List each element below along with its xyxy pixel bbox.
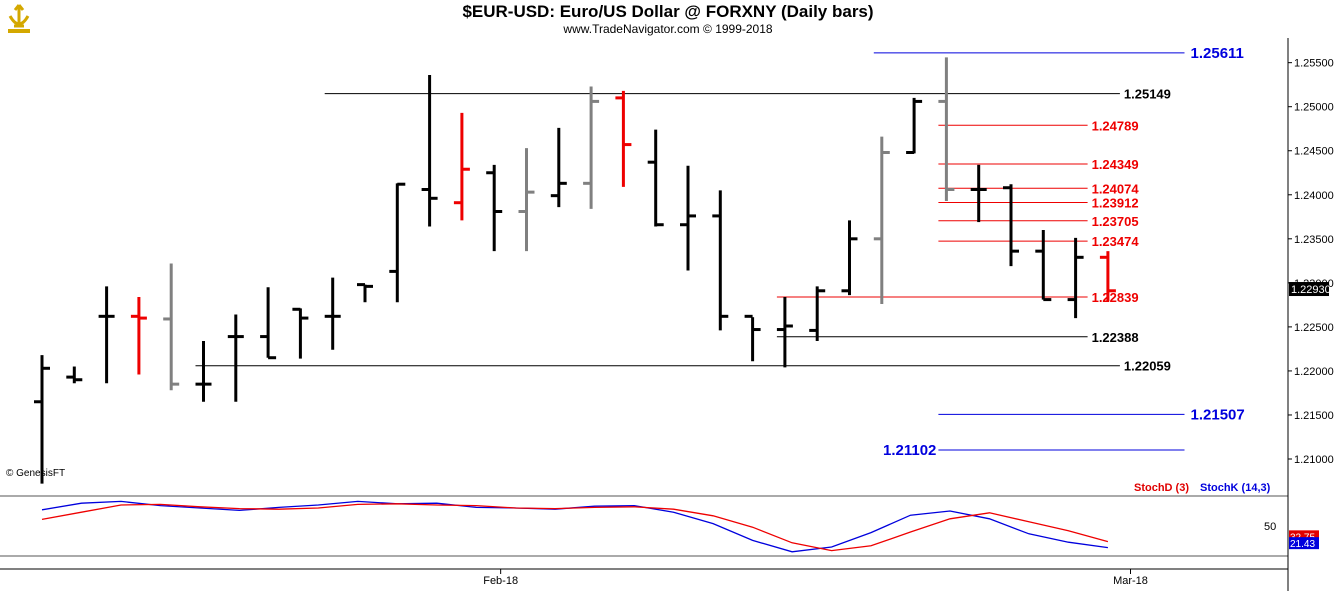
- stoch-tick-label: 50: [1264, 521, 1276, 533]
- chart-subtitle: www.TradeNavigator.com © 1999-2018: [563, 22, 773, 36]
- stoch-value-tag: [1289, 537, 1319, 550]
- level-label: 1.24074: [1092, 181, 1140, 196]
- y-tick-label: 1.22000: [1294, 366, 1334, 378]
- legend-stochk: StochK (14,3): [1200, 482, 1271, 494]
- level-label: 1.23912: [1092, 196, 1139, 211]
- y-tick-label: 1.23500: [1294, 234, 1334, 246]
- x-tick-label: Feb-18: [483, 575, 518, 587]
- y-tick-label: 1.22500: [1294, 322, 1334, 334]
- current-price-tag: [1289, 282, 1329, 297]
- legend-stochd: StochD (3): [1134, 482, 1189, 494]
- chart-header: $EUR-USD: Euro/US Dollar @ FORXNY (Daily…: [0, 0, 1336, 38]
- current-price-label: 1.22930: [1291, 284, 1331, 296]
- level-label: 1.24789: [1092, 118, 1139, 133]
- level-label: 1.22059: [1124, 359, 1171, 374]
- y-tick-label: 1.21500: [1294, 410, 1334, 422]
- y-tick-label: 1.25000: [1294, 102, 1334, 114]
- y-tick-label: 1.24500: [1294, 146, 1334, 158]
- chart-title: $EUR-USD: Euro/US Dollar @ FORXNY (Daily…: [462, 2, 874, 21]
- level-label: 1.21507: [1191, 406, 1245, 423]
- level-label: 1.25149: [1124, 87, 1171, 102]
- copyright-note: © GenesisFT: [6, 468, 66, 479]
- level-label: 1.22388: [1092, 330, 1139, 345]
- ship-wheel-logo-icon: [8, 4, 30, 33]
- price-chart: 1.255001.250001.245001.240001.235001.230…: [0, 38, 1336, 591]
- y-tick-label: 1.21000: [1294, 454, 1334, 466]
- price-panel-bg: [0, 38, 1288, 496]
- y-tick-label: 1.24000: [1294, 190, 1334, 202]
- level-label: 1.21102: [883, 442, 936, 459]
- y-tick-label: 1.25500: [1294, 58, 1334, 70]
- level-label: 1.24349: [1092, 157, 1139, 172]
- level-label: 1.23474: [1092, 234, 1140, 249]
- y-axis-bg: [1288, 38, 1336, 591]
- level-label: 1.22839: [1092, 290, 1139, 305]
- stoch-line: [41, 503, 1109, 552]
- level-label: 1.25611: [1191, 45, 1244, 62]
- level-label: 1.23705: [1092, 214, 1139, 229]
- stoch-line: [41, 500, 1108, 553]
- x-tick-label: Mar-18: [1113, 575, 1148, 587]
- stoch-value-label: 21.43: [1290, 539, 1315, 550]
